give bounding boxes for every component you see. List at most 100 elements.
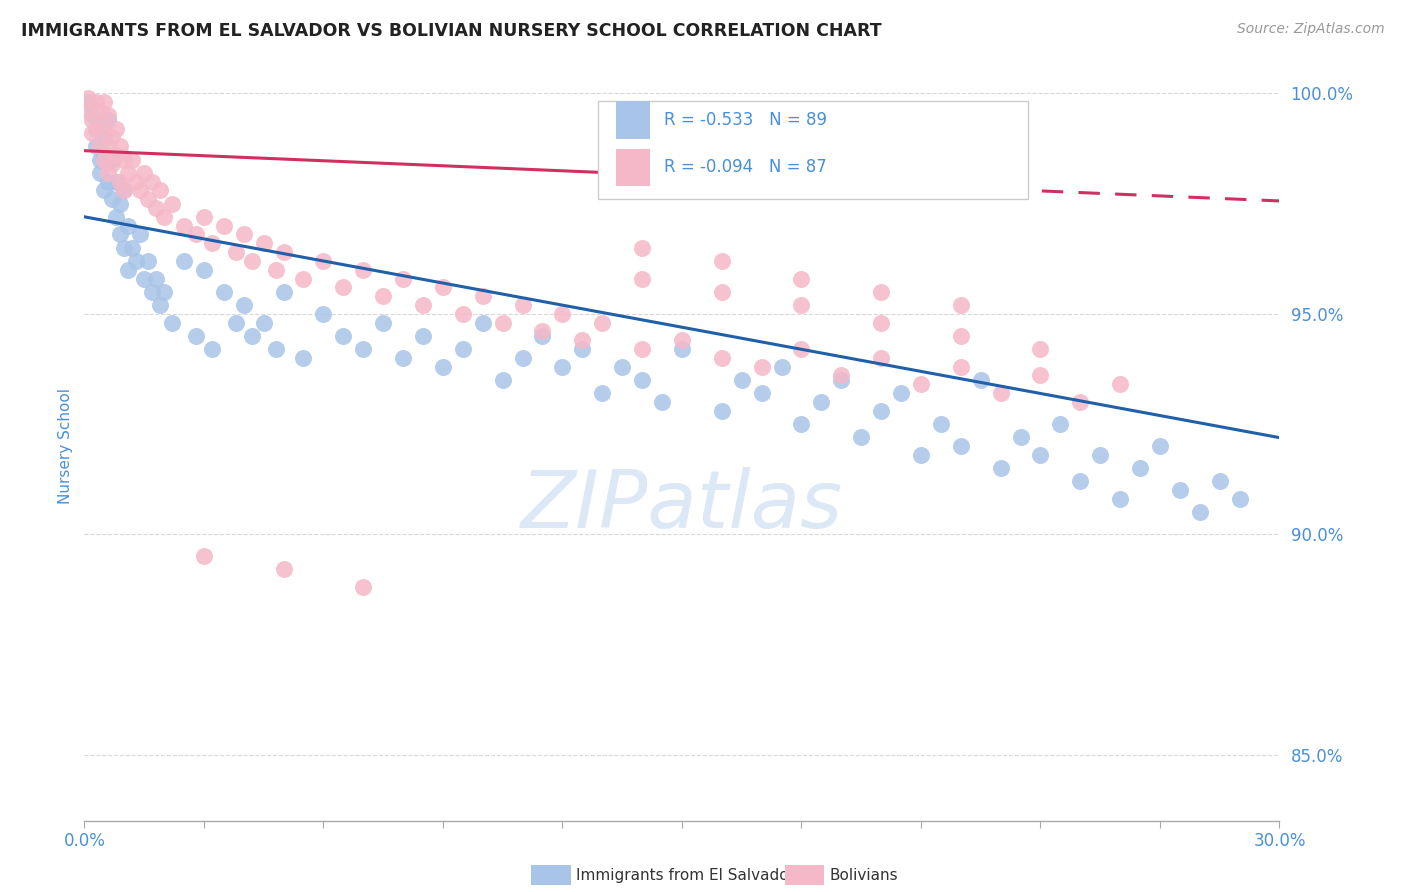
FancyBboxPatch shape xyxy=(616,149,650,186)
Point xyxy=(82,112,104,127)
Point xyxy=(105,148,128,162)
Point xyxy=(101,192,124,206)
Point xyxy=(97,108,120,122)
Point xyxy=(1049,417,1071,431)
FancyBboxPatch shape xyxy=(616,102,650,139)
Point xyxy=(751,359,773,374)
Point xyxy=(591,316,613,330)
Point xyxy=(531,325,554,339)
Text: Immigrants from El Salvador: Immigrants from El Salvador xyxy=(576,868,796,882)
Point xyxy=(89,166,111,180)
Point xyxy=(770,359,793,374)
Point xyxy=(1029,448,1052,462)
Point xyxy=(1010,430,1032,444)
Point xyxy=(651,395,673,409)
Point xyxy=(89,103,111,118)
Point xyxy=(149,298,172,312)
Point xyxy=(97,139,120,153)
Text: R = -0.533   N = 89: R = -0.533 N = 89 xyxy=(664,112,827,129)
Point xyxy=(149,183,172,197)
Point xyxy=(591,386,613,401)
Point xyxy=(89,153,111,167)
Point xyxy=(273,285,295,299)
Point xyxy=(571,333,593,347)
Point xyxy=(471,289,494,303)
Point xyxy=(710,403,733,417)
Point xyxy=(93,130,115,145)
Point xyxy=(412,328,434,343)
Point xyxy=(153,210,176,224)
Point xyxy=(105,121,128,136)
Point xyxy=(201,236,224,251)
Point xyxy=(253,316,276,330)
Point xyxy=(352,262,374,277)
Point xyxy=(870,351,893,365)
Point xyxy=(240,328,263,343)
Point xyxy=(710,285,733,299)
Point xyxy=(949,328,972,343)
Point xyxy=(89,139,111,153)
Point xyxy=(332,328,354,343)
Point xyxy=(631,342,654,356)
Point xyxy=(710,253,733,268)
Point xyxy=(129,227,152,242)
Point xyxy=(492,373,515,387)
Text: Source: ZipAtlas.com: Source: ZipAtlas.com xyxy=(1237,22,1385,37)
Point xyxy=(1129,461,1152,475)
Point xyxy=(232,227,254,242)
Point xyxy=(184,227,207,242)
Point xyxy=(101,153,124,167)
Point xyxy=(232,298,254,312)
Point xyxy=(125,253,148,268)
Point xyxy=(492,316,515,330)
Point xyxy=(531,328,554,343)
Point xyxy=(312,253,335,268)
Point xyxy=(790,298,813,312)
Point xyxy=(790,271,813,285)
Point xyxy=(790,342,813,356)
Point xyxy=(512,298,534,312)
Point xyxy=(145,201,167,215)
Point xyxy=(949,439,972,453)
Point xyxy=(160,316,183,330)
Point xyxy=(125,175,148,189)
Point xyxy=(392,351,415,365)
Point xyxy=(225,245,247,260)
Point xyxy=(910,448,932,462)
Point xyxy=(112,153,135,167)
Point xyxy=(141,175,163,189)
Point xyxy=(910,377,932,392)
Point xyxy=(292,271,315,285)
Point xyxy=(949,298,972,312)
Point xyxy=(1168,483,1191,497)
Point xyxy=(93,121,115,136)
Point xyxy=(273,245,295,260)
Point xyxy=(110,227,132,242)
Point xyxy=(631,373,654,387)
Point xyxy=(86,121,108,136)
Point xyxy=(212,219,235,233)
Point xyxy=(225,316,247,330)
Point xyxy=(412,298,434,312)
Point xyxy=(551,359,574,374)
Point xyxy=(101,157,124,171)
Point xyxy=(173,253,195,268)
Point xyxy=(312,307,335,321)
Point xyxy=(870,403,893,417)
Point xyxy=(1090,448,1112,462)
Point xyxy=(173,219,195,233)
Point xyxy=(432,280,454,294)
Point xyxy=(332,280,354,294)
Point xyxy=(112,183,135,197)
Point xyxy=(392,271,415,285)
Point xyxy=(631,241,654,255)
Point xyxy=(790,417,813,431)
Point xyxy=(105,210,128,224)
Text: Bolivians: Bolivians xyxy=(830,868,898,882)
Point xyxy=(1109,377,1132,392)
Y-axis label: Nursery School: Nursery School xyxy=(58,388,73,504)
Point xyxy=(1029,342,1052,356)
Point xyxy=(82,126,104,140)
Point xyxy=(145,271,167,285)
Point xyxy=(93,148,115,162)
